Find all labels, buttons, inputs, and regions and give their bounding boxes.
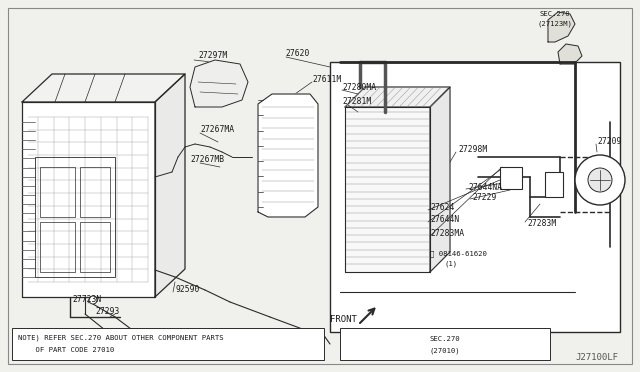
Text: 27283M: 27283M bbox=[527, 219, 556, 228]
Polygon shape bbox=[345, 107, 430, 272]
Text: 92590: 92590 bbox=[175, 285, 200, 295]
Text: SEC.270: SEC.270 bbox=[540, 11, 570, 17]
Polygon shape bbox=[345, 87, 450, 107]
Bar bbox=[80, 167, 110, 217]
Bar bbox=[35, 157, 115, 277]
Text: 27267MA: 27267MA bbox=[200, 125, 234, 135]
Bar bbox=[40, 222, 75, 272]
Bar bbox=[12, 328, 324, 360]
Text: 27297M: 27297M bbox=[198, 51, 227, 61]
Text: 27723N: 27723N bbox=[72, 295, 101, 305]
Text: 27620: 27620 bbox=[285, 49, 309, 58]
Polygon shape bbox=[258, 94, 318, 217]
Text: J27100LF: J27100LF bbox=[575, 353, 618, 362]
Text: 27644N: 27644N bbox=[430, 215, 460, 224]
Polygon shape bbox=[190, 60, 248, 107]
Polygon shape bbox=[22, 74, 185, 102]
Bar bbox=[80, 222, 110, 272]
Text: 27229: 27229 bbox=[472, 192, 497, 202]
Text: 27281M: 27281M bbox=[342, 97, 371, 106]
Bar bbox=[330, 62, 620, 332]
Text: 27283MA: 27283MA bbox=[430, 230, 464, 238]
Text: 27293: 27293 bbox=[95, 308, 120, 317]
Polygon shape bbox=[548, 12, 575, 42]
Text: (1): (1) bbox=[445, 261, 458, 267]
Text: 27298M: 27298M bbox=[458, 145, 487, 154]
Polygon shape bbox=[155, 74, 185, 297]
Polygon shape bbox=[558, 44, 582, 64]
Text: 27611M: 27611M bbox=[312, 74, 341, 83]
Bar bbox=[40, 167, 75, 217]
Circle shape bbox=[89, 296, 97, 304]
Text: 27280MA: 27280MA bbox=[342, 83, 376, 92]
Bar bbox=[500, 167, 522, 189]
Text: SEC.270: SEC.270 bbox=[429, 336, 460, 342]
Text: 27267MB: 27267MB bbox=[190, 155, 224, 164]
Circle shape bbox=[575, 155, 625, 205]
Text: Ⓢ 08146-61620: Ⓢ 08146-61620 bbox=[430, 251, 487, 257]
Text: (27123M): (27123M) bbox=[538, 21, 573, 27]
Text: 27624: 27624 bbox=[430, 202, 454, 212]
Circle shape bbox=[588, 168, 612, 192]
Polygon shape bbox=[430, 87, 450, 272]
Polygon shape bbox=[22, 102, 155, 297]
Text: FRONT: FRONT bbox=[330, 315, 357, 324]
Text: NOTE) REFER SEC.270 ABOUT OTHER COMPONENT PARTS: NOTE) REFER SEC.270 ABOUT OTHER COMPONEN… bbox=[18, 335, 223, 341]
Bar bbox=[340, 328, 550, 360]
Text: 27644NA: 27644NA bbox=[468, 183, 502, 192]
Bar bbox=[545, 172, 563, 197]
Text: OF PART CODE 27010: OF PART CODE 27010 bbox=[18, 347, 115, 353]
Text: (27010): (27010) bbox=[429, 348, 460, 354]
Text: 27209: 27209 bbox=[597, 138, 621, 147]
